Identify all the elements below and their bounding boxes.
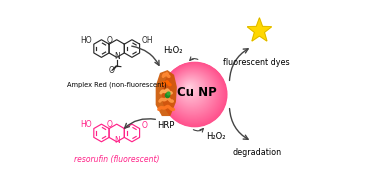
Circle shape bbox=[169, 68, 218, 117]
Circle shape bbox=[187, 84, 193, 91]
Circle shape bbox=[169, 68, 218, 117]
Text: OH: OH bbox=[142, 36, 153, 45]
Circle shape bbox=[179, 77, 204, 102]
Text: H₂O₂: H₂O₂ bbox=[207, 132, 226, 141]
Circle shape bbox=[184, 83, 196, 94]
Circle shape bbox=[181, 79, 201, 99]
Circle shape bbox=[188, 86, 190, 88]
Circle shape bbox=[164, 64, 224, 124]
Circle shape bbox=[173, 72, 212, 111]
Circle shape bbox=[171, 70, 215, 114]
Circle shape bbox=[173, 72, 212, 111]
Text: N: N bbox=[114, 52, 120, 61]
Circle shape bbox=[186, 84, 194, 92]
Circle shape bbox=[172, 71, 213, 112]
Circle shape bbox=[183, 82, 197, 96]
Circle shape bbox=[188, 86, 191, 89]
Circle shape bbox=[185, 84, 194, 93]
Circle shape bbox=[171, 70, 215, 114]
Text: HO: HO bbox=[80, 120, 92, 129]
Circle shape bbox=[174, 73, 210, 109]
Circle shape bbox=[170, 69, 216, 115]
Circle shape bbox=[176, 75, 207, 106]
Text: HRP: HRP bbox=[157, 121, 175, 130]
Circle shape bbox=[170, 69, 216, 116]
Text: resorufin (fluorescent): resorufin (fluorescent) bbox=[74, 155, 160, 164]
Circle shape bbox=[168, 67, 219, 118]
Text: H₂O₂: H₂O₂ bbox=[164, 46, 183, 55]
Circle shape bbox=[164, 63, 225, 125]
Circle shape bbox=[166, 65, 222, 122]
Circle shape bbox=[177, 75, 207, 106]
Circle shape bbox=[172, 70, 214, 113]
Circle shape bbox=[186, 84, 193, 91]
Polygon shape bbox=[155, 70, 177, 116]
Circle shape bbox=[181, 80, 200, 98]
Circle shape bbox=[177, 76, 205, 104]
Circle shape bbox=[180, 78, 203, 101]
Circle shape bbox=[162, 62, 227, 127]
Text: degradation: degradation bbox=[232, 148, 281, 157]
Circle shape bbox=[179, 78, 203, 102]
Circle shape bbox=[167, 66, 220, 120]
Text: O: O bbox=[106, 120, 112, 129]
Circle shape bbox=[183, 81, 198, 96]
Text: Cu NP: Cu NP bbox=[177, 86, 216, 99]
Circle shape bbox=[165, 64, 224, 123]
Circle shape bbox=[166, 65, 222, 121]
Circle shape bbox=[176, 74, 208, 107]
Circle shape bbox=[187, 85, 192, 91]
Circle shape bbox=[182, 80, 199, 98]
Circle shape bbox=[168, 68, 218, 118]
Circle shape bbox=[169, 69, 217, 116]
Circle shape bbox=[167, 67, 220, 119]
Circle shape bbox=[165, 65, 223, 122]
Circle shape bbox=[180, 78, 202, 101]
Circle shape bbox=[162, 62, 227, 127]
Circle shape bbox=[184, 82, 197, 95]
Circle shape bbox=[172, 71, 213, 112]
Circle shape bbox=[173, 72, 211, 110]
Circle shape bbox=[188, 86, 191, 88]
Circle shape bbox=[168, 67, 219, 119]
Circle shape bbox=[184, 82, 196, 94]
Text: Amplex Red (non-fluorescent): Amplex Red (non-fluorescent) bbox=[67, 81, 166, 88]
Circle shape bbox=[167, 66, 221, 120]
Text: O: O bbox=[108, 66, 114, 75]
Circle shape bbox=[187, 85, 192, 90]
Circle shape bbox=[172, 71, 214, 113]
Circle shape bbox=[185, 83, 195, 94]
Polygon shape bbox=[247, 18, 272, 41]
Circle shape bbox=[182, 81, 198, 97]
Circle shape bbox=[180, 79, 201, 100]
Circle shape bbox=[185, 83, 195, 93]
Circle shape bbox=[166, 66, 221, 121]
Circle shape bbox=[174, 73, 211, 110]
Circle shape bbox=[187, 85, 192, 90]
Circle shape bbox=[165, 64, 223, 123]
Circle shape bbox=[178, 77, 204, 103]
Circle shape bbox=[181, 80, 200, 99]
Circle shape bbox=[164, 64, 224, 124]
Circle shape bbox=[175, 74, 209, 108]
Circle shape bbox=[162, 62, 227, 126]
Circle shape bbox=[178, 77, 205, 104]
Text: O: O bbox=[142, 121, 147, 130]
Text: HO: HO bbox=[80, 36, 92, 45]
Circle shape bbox=[176, 75, 208, 107]
Text: fluorescent dyes: fluorescent dyes bbox=[223, 58, 290, 67]
Text: N: N bbox=[114, 136, 120, 145]
Circle shape bbox=[177, 76, 206, 105]
Circle shape bbox=[182, 81, 199, 97]
Text: O: O bbox=[106, 36, 112, 45]
Circle shape bbox=[163, 63, 226, 126]
Circle shape bbox=[178, 77, 204, 103]
Circle shape bbox=[163, 63, 226, 125]
Circle shape bbox=[170, 70, 215, 115]
Circle shape bbox=[181, 79, 201, 100]
Circle shape bbox=[174, 73, 210, 109]
Circle shape bbox=[175, 74, 209, 108]
Circle shape bbox=[177, 76, 206, 105]
